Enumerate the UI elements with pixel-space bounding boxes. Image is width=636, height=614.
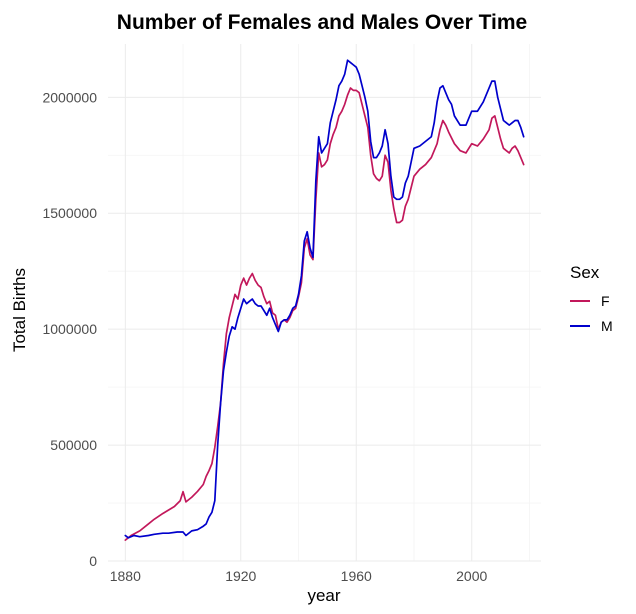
series-layer	[124, 59, 525, 541]
x-tick-label: 1920	[225, 568, 256, 584]
y-axis-title: Total Births	[10, 268, 29, 352]
y-tick-label: 0	[89, 553, 97, 569]
y-tick-label: 1000000	[42, 321, 97, 337]
chart-title: Number of Females and Males Over Time	[117, 11, 527, 34]
legend-items: FM	[570, 293, 613, 334]
y-tick-label: 500000	[50, 437, 97, 453]
legend: Sex FM	[570, 263, 613, 334]
y-tick-label: 2000000	[42, 89, 97, 105]
y-tick-label: 1500000	[42, 205, 97, 221]
legend-label-f: F	[601, 293, 610, 309]
series-line-m	[124, 59, 525, 539]
x-tick-label: 1960	[341, 568, 372, 584]
x-tick-label: 2000	[456, 568, 487, 584]
y-axis-ticks: 0 500000 1000000 1500000 2000000	[42, 89, 97, 569]
legend-label-m: M	[601, 318, 613, 334]
x-axis-ticks: 1880 1920 1960 2000	[110, 568, 488, 584]
x-tick-label: 1880	[110, 568, 141, 584]
legend-title: Sex	[570, 263, 600, 282]
grid	[108, 44, 541, 562]
x-axis-title: year	[307, 586, 340, 605]
